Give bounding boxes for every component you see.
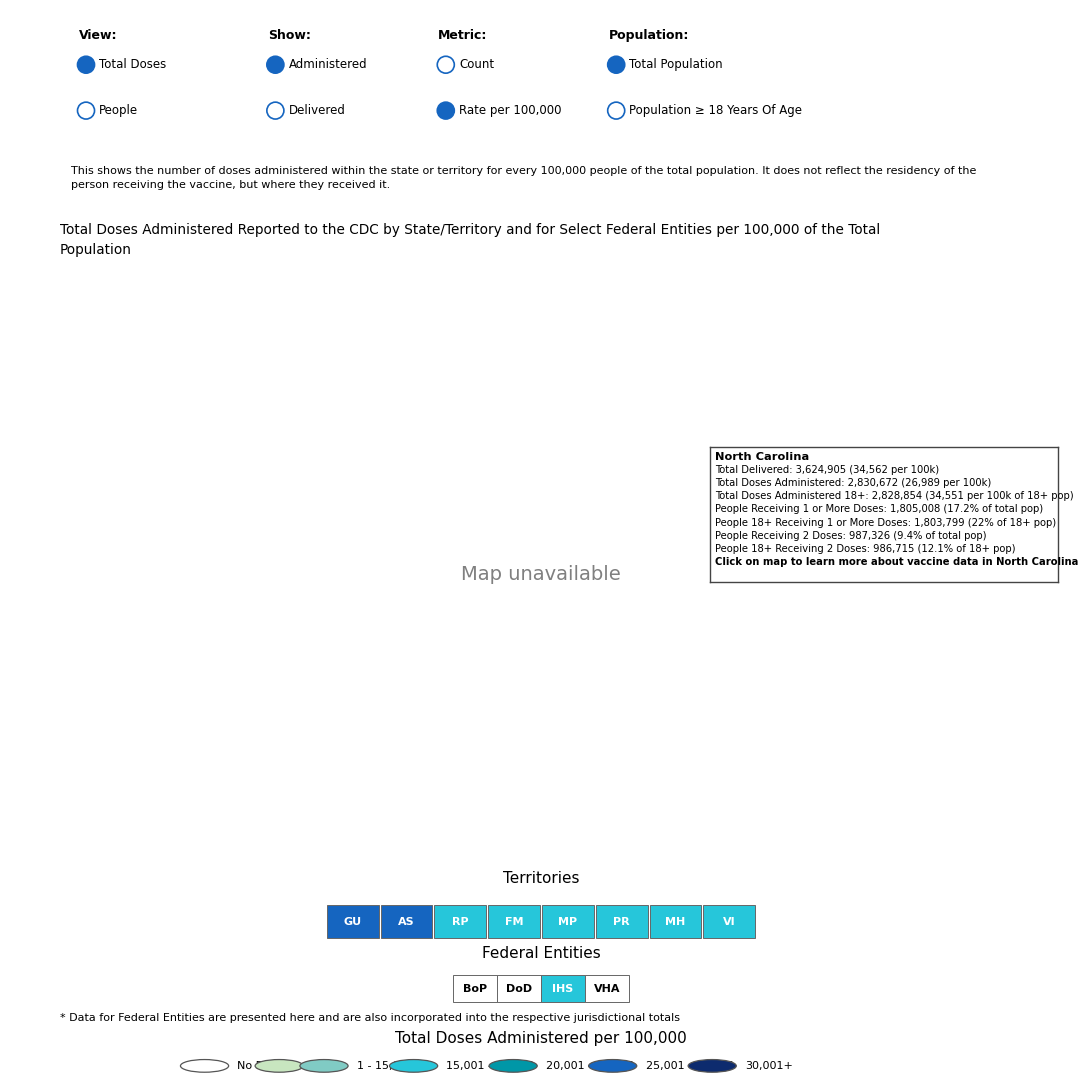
Text: Total Doses Administered 18+: 2,828,854 (34,551 per 100k of 18+ pop): Total Doses Administered 18+: 2,828,854 … bbox=[715, 492, 1073, 501]
Text: BoP: BoP bbox=[463, 983, 487, 994]
Text: MP: MP bbox=[558, 916, 578, 927]
Text: Total Population: Total Population bbox=[630, 58, 723, 71]
Text: Population ≥ 18 Years Of Age: Population ≥ 18 Years Of Age bbox=[630, 105, 803, 118]
FancyBboxPatch shape bbox=[435, 906, 486, 938]
Text: VHA: VHA bbox=[593, 983, 620, 994]
Text: People Receiving 1 or More Doses: 1,805,008 (17.2% of total pop): People Receiving 1 or More Doses: 1,805,… bbox=[715, 505, 1043, 514]
FancyBboxPatch shape bbox=[596, 906, 647, 938]
Ellipse shape bbox=[437, 56, 454, 73]
FancyBboxPatch shape bbox=[541, 975, 584, 1003]
Ellipse shape bbox=[608, 102, 624, 119]
FancyBboxPatch shape bbox=[488, 906, 540, 938]
Ellipse shape bbox=[255, 1060, 303, 1073]
Text: MH: MH bbox=[665, 916, 686, 927]
Text: North Carolina: North Carolina bbox=[715, 453, 809, 462]
Text: This shows the number of doses administered within the state or territory for ev: This shows the number of doses administe… bbox=[70, 166, 976, 191]
Text: Delivered: Delivered bbox=[289, 105, 345, 118]
Text: 0: 0 bbox=[312, 1061, 319, 1070]
Ellipse shape bbox=[589, 1060, 637, 1073]
FancyBboxPatch shape bbox=[453, 975, 498, 1003]
Text: Territories: Territories bbox=[503, 871, 579, 886]
FancyBboxPatch shape bbox=[327, 906, 379, 938]
Text: Count: Count bbox=[459, 58, 494, 71]
Text: Total Doses Administered per 100,000: Total Doses Administered per 100,000 bbox=[395, 1031, 687, 1046]
Ellipse shape bbox=[489, 1060, 538, 1073]
Text: View:: View: bbox=[78, 28, 117, 41]
Ellipse shape bbox=[78, 102, 94, 119]
Text: Total Doses Administered: 2,830,672 (26,989 per 100k): Total Doses Administered: 2,830,672 (26,… bbox=[715, 479, 991, 488]
Text: Click on map to learn more about vaccine data in North Carolina: Click on map to learn more about vaccine… bbox=[715, 556, 1079, 567]
Text: PR: PR bbox=[613, 916, 630, 927]
FancyBboxPatch shape bbox=[649, 906, 701, 938]
Text: VI: VI bbox=[723, 916, 736, 927]
Text: 20,001 - 25,000: 20,001 - 25,000 bbox=[546, 1061, 634, 1070]
Text: Total Doses Administered Reported to the CDC by State/Territory and for Select F: Total Doses Administered Reported to the… bbox=[60, 223, 880, 257]
Text: Show:: Show: bbox=[268, 28, 311, 41]
Ellipse shape bbox=[688, 1060, 737, 1073]
Text: No Data: No Data bbox=[237, 1061, 282, 1070]
Text: People 18+ Receiving 1 or More Doses: 1,803,799 (22% of 18+ pop): People 18+ Receiving 1 or More Doses: 1,… bbox=[715, 517, 1056, 527]
Text: Total Doses: Total Doses bbox=[100, 58, 167, 71]
Text: FM: FM bbox=[505, 916, 524, 927]
Text: Population:: Population: bbox=[608, 28, 689, 41]
Text: 30,001+: 30,001+ bbox=[745, 1061, 793, 1070]
Ellipse shape bbox=[181, 1060, 228, 1073]
Text: Total Delivered: 3,624,905 (34,562 per 100k): Total Delivered: 3,624,905 (34,562 per 1… bbox=[715, 466, 939, 475]
Text: People 18+ Receiving 2 Doses: 986,715 (12.1% of 18+ pop): People 18+ Receiving 2 Doses: 986,715 (1… bbox=[715, 543, 1016, 554]
Ellipse shape bbox=[267, 56, 283, 73]
Ellipse shape bbox=[267, 102, 283, 119]
Text: GU: GU bbox=[344, 916, 361, 927]
Text: People: People bbox=[100, 105, 138, 118]
FancyBboxPatch shape bbox=[584, 975, 629, 1003]
Text: DoD: DoD bbox=[506, 983, 532, 994]
FancyBboxPatch shape bbox=[381, 906, 433, 938]
Ellipse shape bbox=[78, 56, 94, 73]
Ellipse shape bbox=[300, 1060, 348, 1073]
Text: Administered: Administered bbox=[289, 58, 367, 71]
FancyBboxPatch shape bbox=[498, 975, 541, 1003]
Text: People Receiving 2 Doses: 987,326 (9.4% of total pop): People Receiving 2 Doses: 987,326 (9.4% … bbox=[715, 530, 987, 540]
Text: RP: RP bbox=[452, 916, 469, 927]
Ellipse shape bbox=[437, 102, 454, 119]
Text: Rate per 100,000: Rate per 100,000 bbox=[459, 105, 562, 118]
Text: 1 - 15,000: 1 - 15,000 bbox=[357, 1061, 413, 1070]
Text: Metric:: Metric: bbox=[438, 28, 488, 41]
FancyBboxPatch shape bbox=[703, 906, 755, 938]
Text: * Data for Federal Entities are presented here and are also incorporated into th: * Data for Federal Entities are presente… bbox=[60, 1012, 679, 1023]
Text: Federal Entities: Federal Entities bbox=[481, 946, 601, 962]
Ellipse shape bbox=[608, 56, 624, 73]
Text: AS: AS bbox=[398, 916, 414, 927]
Text: IHS: IHS bbox=[552, 983, 573, 994]
Text: Map unavailable: Map unavailable bbox=[461, 565, 621, 583]
Text: 25,001 - 30,000: 25,001 - 30,000 bbox=[646, 1061, 734, 1070]
FancyBboxPatch shape bbox=[542, 906, 594, 938]
Ellipse shape bbox=[390, 1060, 438, 1073]
Text: 15,001 - 20,000: 15,001 - 20,000 bbox=[447, 1061, 535, 1070]
